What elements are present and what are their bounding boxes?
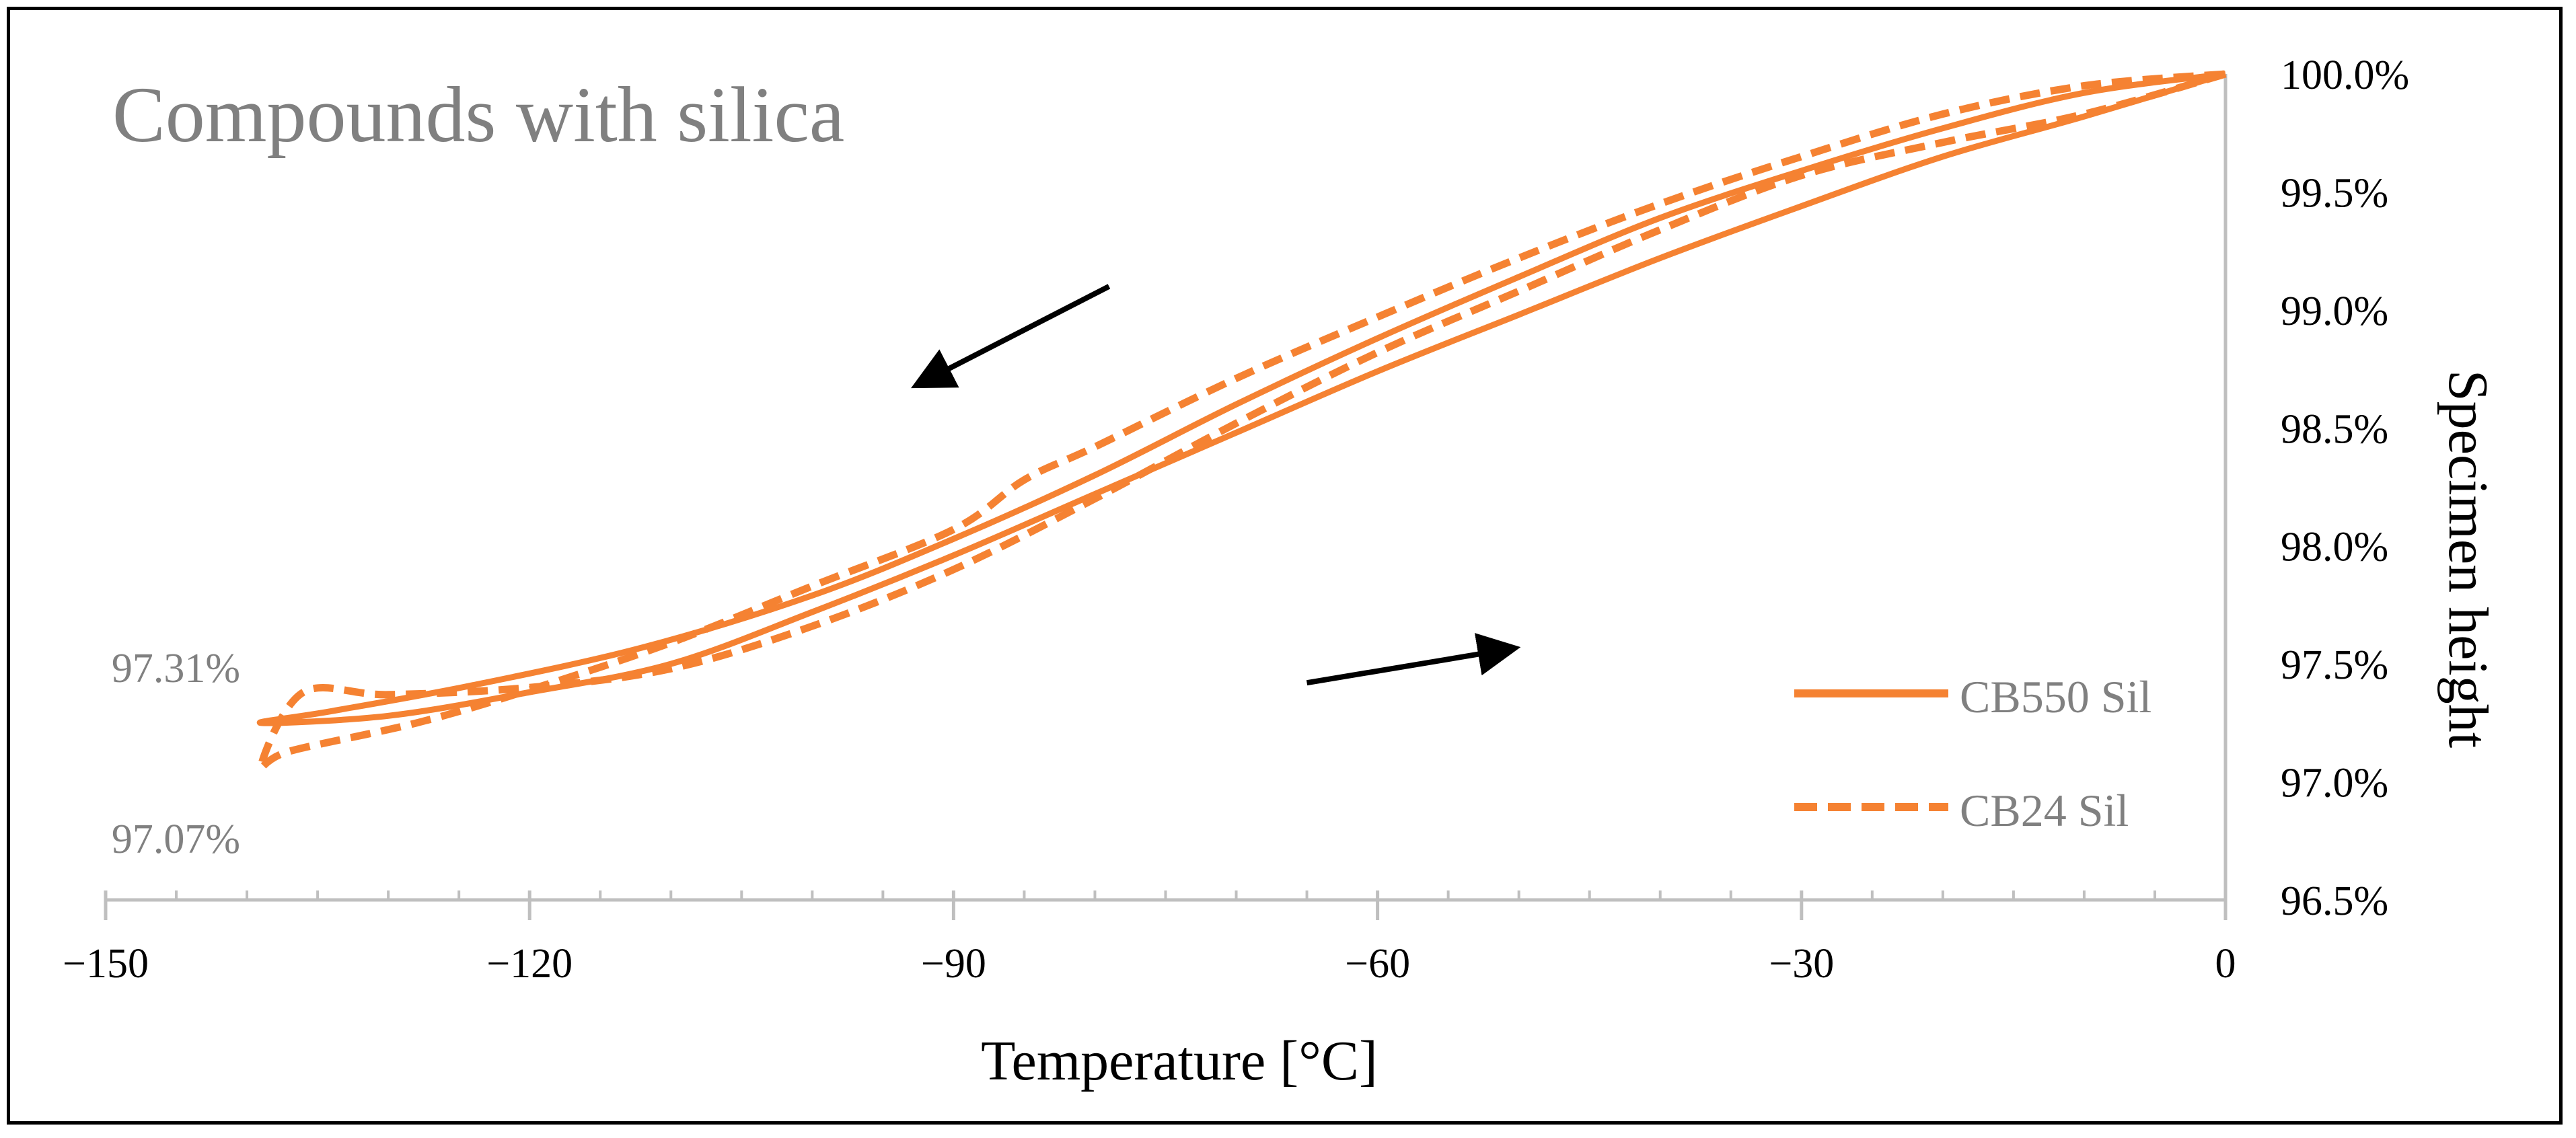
x-tick-label: −150 [63,941,149,987]
y-axis-label: Specimen height [2437,370,2499,748]
x-tick-label: −90 [921,941,986,987]
y-tick-label: 96.5% [2281,878,2388,924]
legend-label-cb24-sil: CB24 Sil [1960,785,2129,836]
y-tick-label: 98.5% [2281,406,2388,452]
chart-title: Compounds with silica [112,71,844,159]
legend-label-cb550-sil: CB550 Sil [1960,671,2151,722]
y-tick-label: 99.5% [2281,170,2388,216]
y-tick-label: 99.0% [2281,289,2388,334]
series-layer [256,70,2227,772]
chart-frame: −150 −120 −90 −60 −30 0 96.5% 97.0% 97.5% 98.0% 98… [7,7,2563,1125]
direction-arrow-2 [1306,633,1521,686]
value-annotation: 97.07% [112,817,240,862]
y-tick-label: 98.0% [2281,525,2388,570]
x-tick-label: −60 [1345,941,1410,987]
x-tick-label: −120 [486,941,573,987]
y-tick-label: 97.5% [2281,642,2388,688]
x-tick-label: 0 [2215,941,2236,987]
arrow-layer [911,284,1521,686]
series-line-cb550-sil [256,71,2227,726]
value-annotation: 97.31% [112,646,240,691]
label-layer: 97.31% 97.07% [112,646,240,862]
x-tick-label: −30 [1769,941,1834,987]
legend: CB550 Sil CB24 Sil [1794,671,2151,836]
direction-arrow-1 [911,284,1111,389]
series-line-cb24-sil [256,70,2227,772]
x-axis-label: Temperature [°C] [981,1030,1378,1092]
chart-svg: −150 −120 −90 −60 −30 0 96.5% 97.0% 97.5% 98.0% 98… [63,52,2499,1092]
axes-group: −150 −120 −90 −60 −30 0 96.5% 97.0% 97.5% 98.0% 98… [63,52,2409,987]
y-tick-label: 97.0% [2281,761,2388,806]
y-tick-label: 100.0% [2281,52,2409,98]
